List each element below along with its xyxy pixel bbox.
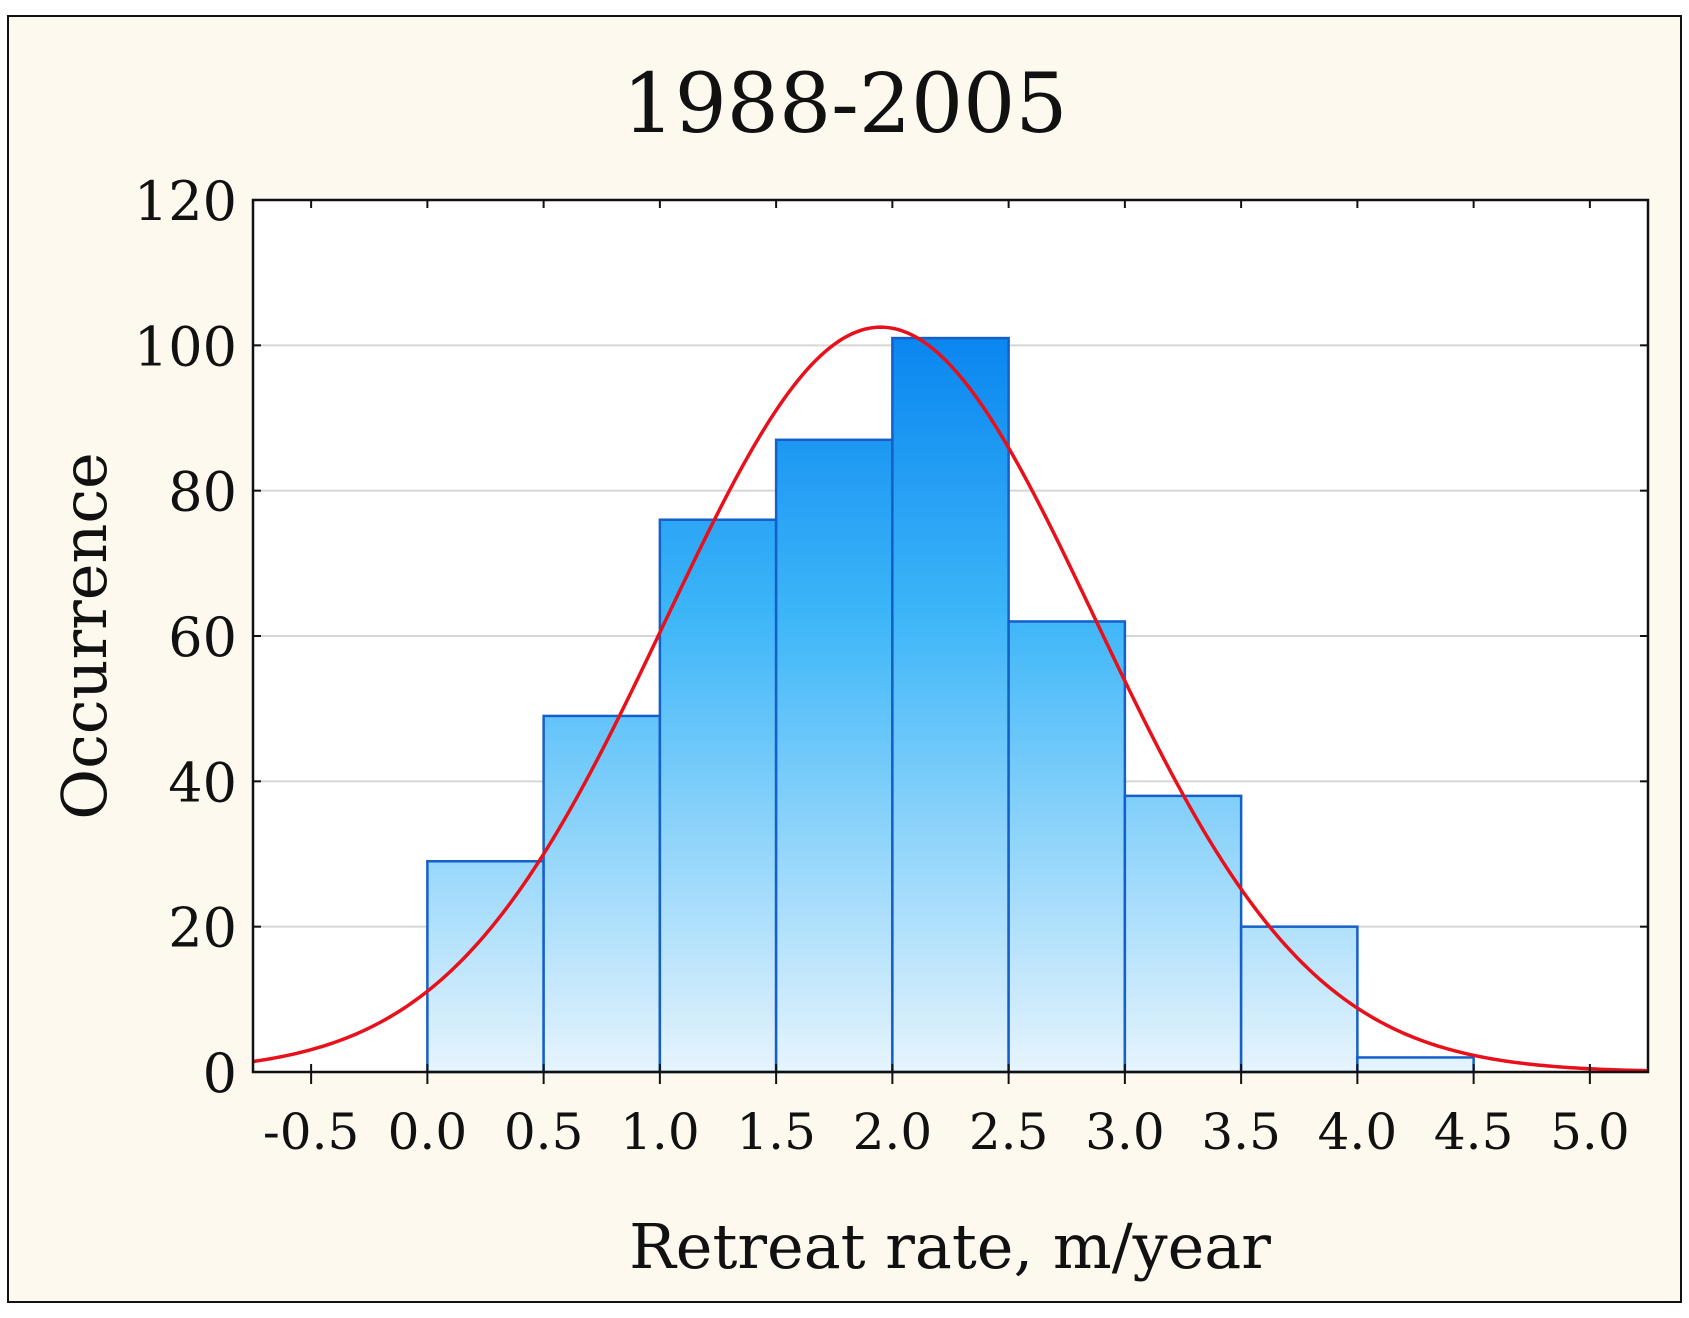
plot-border: [251, 198, 1650, 1074]
histogram-bars: [426, 336, 1475, 1074]
x-axis-ticks: -0.5 0.0 0.5 1.0 1.5 2.0 2.5 3.0 3.5 4.0 4.5 5.0: [263, 200, 1630, 1161]
x-tick-label: 2.0: [853, 1103, 933, 1161]
x-tick-label: 1.5: [736, 1103, 816, 1161]
y-tick-label: 20: [168, 897, 237, 960]
x-tick-label: 0.0: [388, 1103, 468, 1161]
y-tick-label: 60: [168, 606, 237, 669]
x-tick-label: 3.5: [1201, 1103, 1281, 1161]
y-tick-label: 80: [168, 461, 237, 524]
x-tick-label: 5.0: [1550, 1103, 1630, 1161]
x-tick-label: 2.5: [969, 1103, 1049, 1161]
chart-title: 1988-2005: [622, 57, 1067, 152]
histogram-bar-3: [658, 518, 778, 1074]
histogram-bar-1: [426, 860, 545, 1074]
x-tick-label: 1.0: [620, 1103, 700, 1161]
histogram-bar-8: [1239, 925, 1359, 1074]
normal-fit-curve: [253, 325, 1648, 1072]
y-tick-label: 100: [134, 315, 237, 378]
x-tick-label: 4.5: [1434, 1103, 1514, 1161]
y-axis-ticks: 0 20 40 60 80 100 120: [134, 170, 1648, 1105]
x-tick-label: 0.5: [504, 1103, 584, 1161]
y-tick-label: 40: [168, 751, 237, 814]
histogram-bar-6: [1007, 620, 1127, 1074]
x-tick-label: 4.0: [1318, 1103, 1398, 1161]
y-tick-label: 0: [203, 1042, 237, 1105]
histogram-bar-7: [1123, 794, 1243, 1074]
x-tick-label: -0.5: [263, 1103, 359, 1161]
normal-fit-layer: [253, 325, 1648, 1072]
y-axis-label: Occurrence: [48, 452, 121, 820]
x-axis-label: Retreat rate, m/year: [629, 1210, 1271, 1283]
histogram-bar-5: [891, 336, 1010, 1074]
histogram-bar-2: [542, 714, 662, 1074]
y-tick-label: 120: [134, 170, 237, 233]
histogram-bar-4: [774, 438, 894, 1074]
x-tick-label: 3.0: [1085, 1103, 1165, 1161]
histogram-bar-9: [1356, 1056, 1475, 1074]
